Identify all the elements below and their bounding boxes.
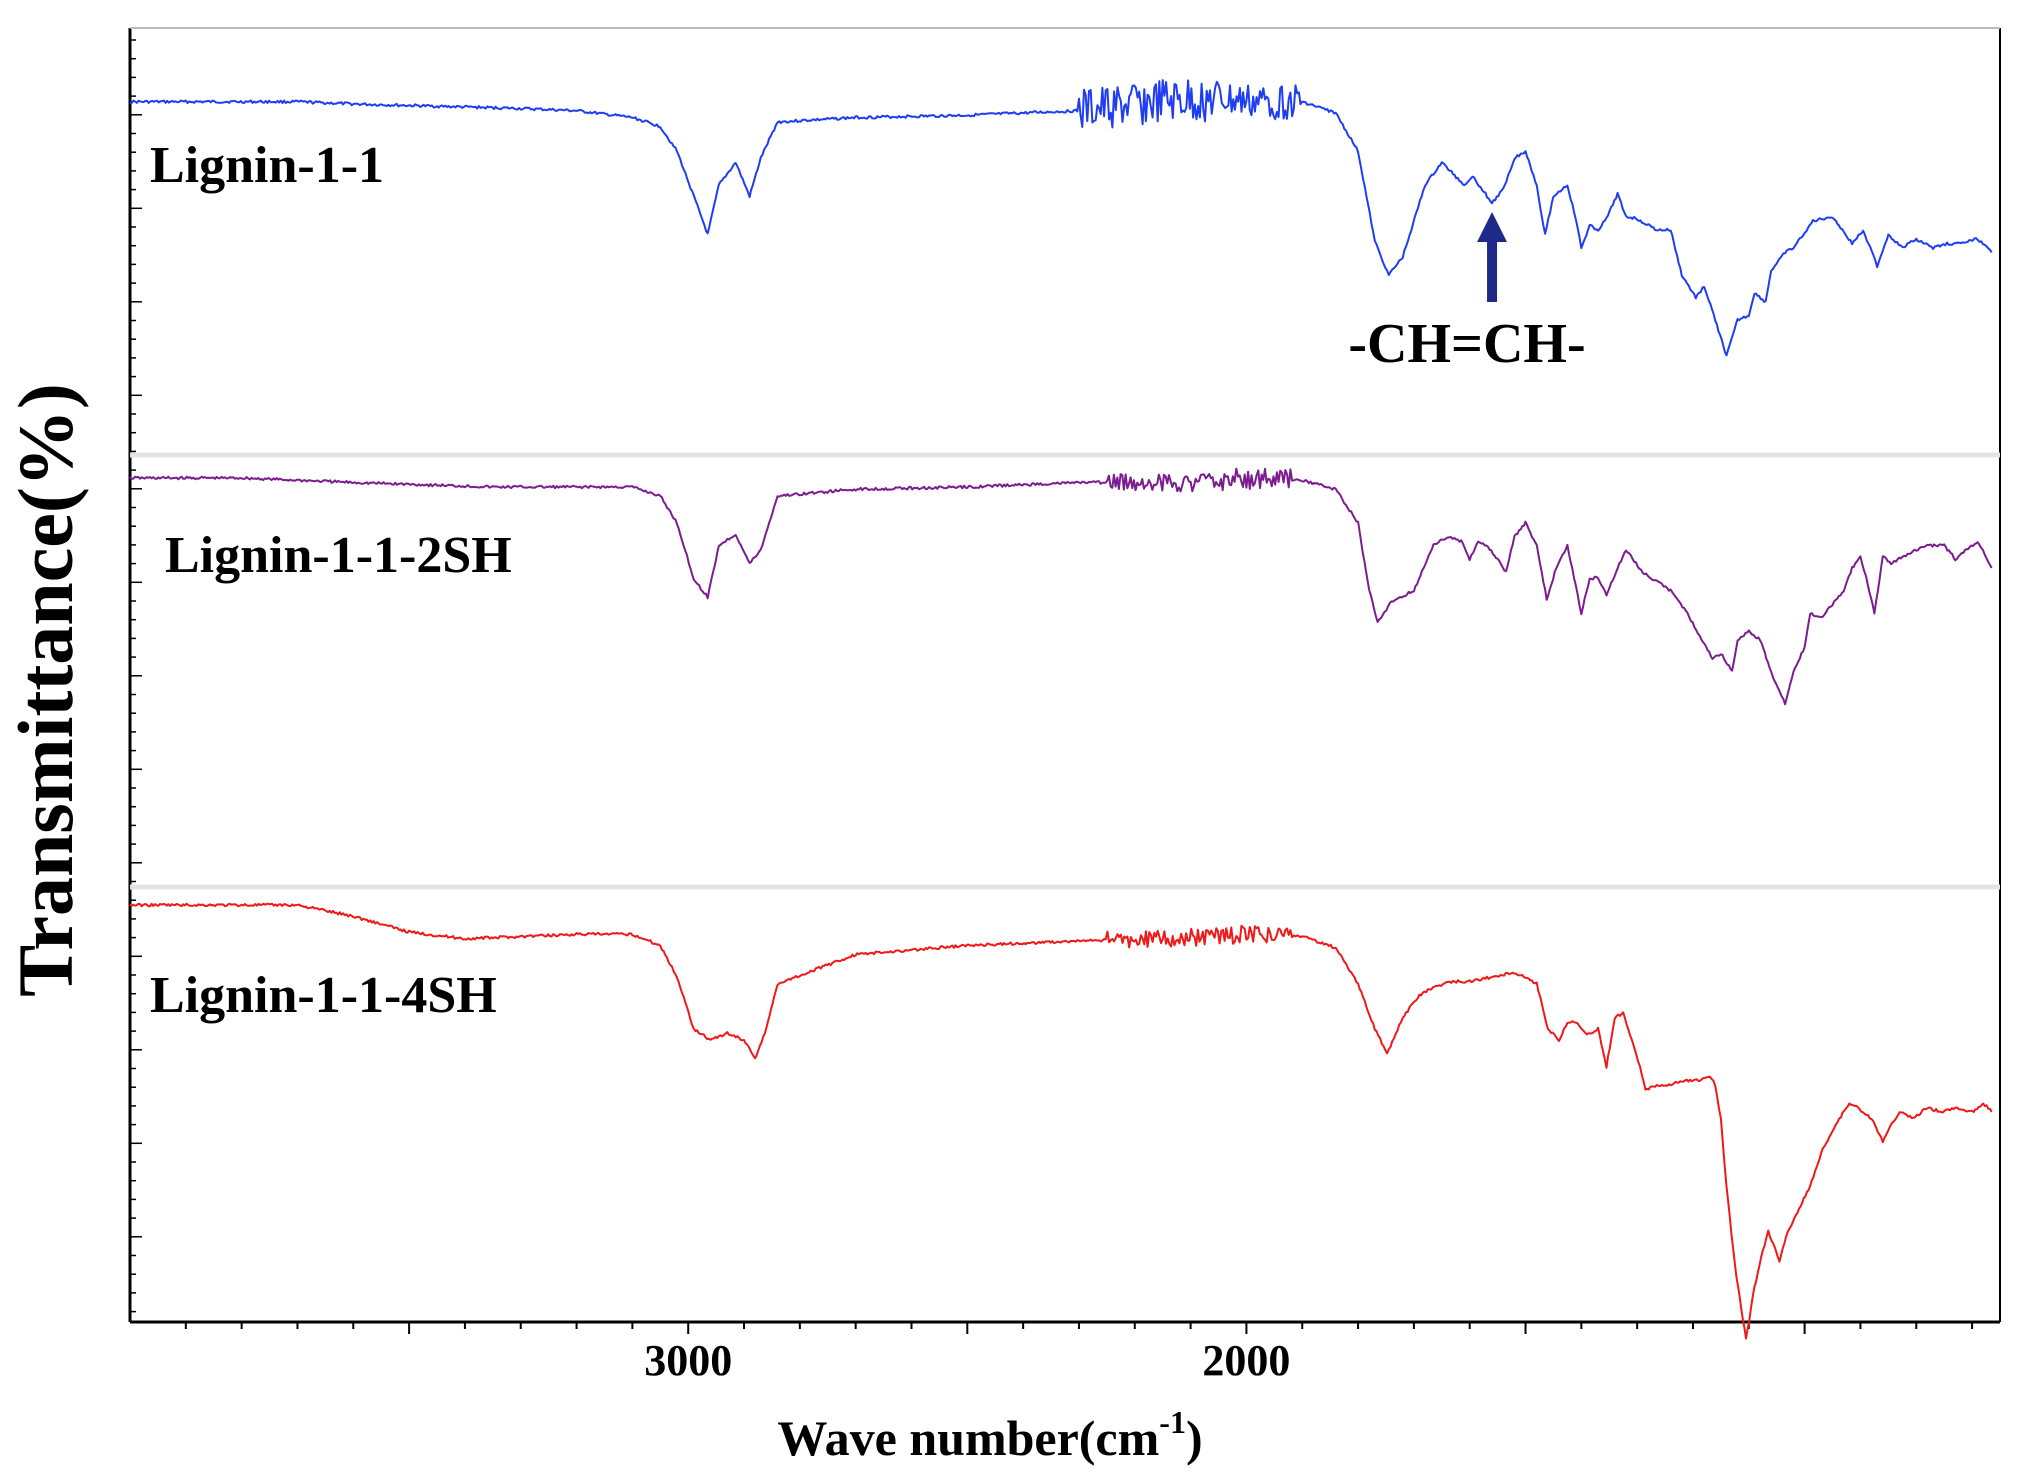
x-tick-label: 3000 [644,1336,732,1385]
x-axis-title-main: Wave number(cm [777,1410,1159,1466]
x-tick-label: 2000 [1202,1336,1290,1385]
plot-frame: 3000 2000 [128,27,2001,1385]
label-layer: Lignin-1-1 Lignin-1-1-2SH Lignin-1-1-4SH -C… [150,137,1586,1024]
series-label: Lignin-1-1-4SH [150,967,497,1024]
axis-labels: Transmittance(%) Wave number(cm-1) [2,383,1203,1466]
series-line-3 [129,902,1993,1340]
annotation-arrow-head [1477,212,1508,242]
annotation-arrow-shaft [1487,240,1498,302]
series-line-1 [129,79,1993,357]
annotation-text: -CH=CH- [1348,313,1585,375]
series-line-2 [129,467,1993,706]
series-label: Lignin-1-1-2SH [165,527,512,584]
x-axis-title-sup: -1 [1159,1404,1186,1440]
y-axis-title: Transmittance(%) [2,383,89,997]
series-label: Lignin-1-1 [150,137,384,194]
x-axis-title-close: ) [1186,1410,1203,1466]
y-minor-ticks [130,39,142,1313]
x-axis-title: Wave number(cm-1) [777,1404,1202,1466]
series-layer [129,79,1993,1340]
